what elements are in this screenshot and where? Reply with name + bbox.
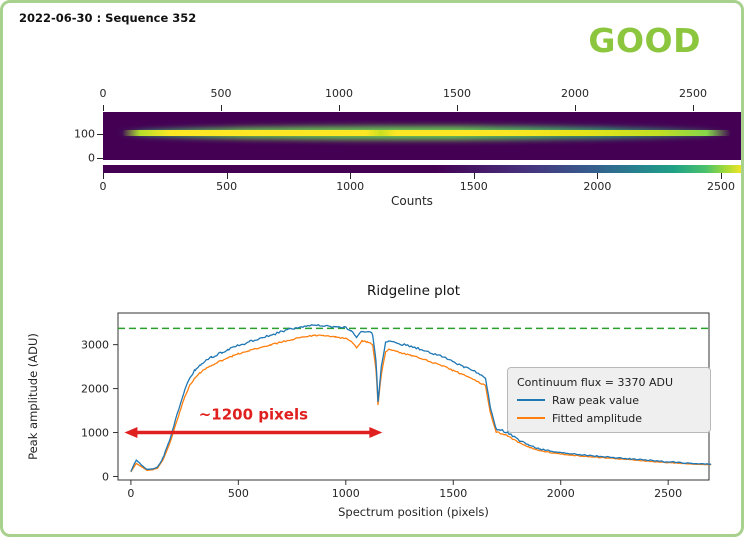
chart-ylabel: Peak amplitude (ADU) — [26, 333, 40, 460]
status-label: GOOD — [588, 21, 701, 60]
chart-title: Ridgeline plot — [367, 283, 460, 299]
bottom-axis-tick-label: 1000 — [336, 180, 365, 193]
spectrum-y-tick-label: 100 — [74, 127, 95, 141]
bottom-axis-tick-mark — [473, 173, 475, 179]
top-axis-tick-label: 1500 — [443, 87, 471, 100]
legend-line-swatch — [517, 417, 545, 419]
bottom-axis-tick-label: 2500 — [707, 180, 735, 193]
top-axis-tick-mark — [221, 105, 222, 111]
top-axis-tick-label: 2500 — [679, 87, 707, 100]
spectrum-colorbar-strip — [103, 165, 741, 173]
top-axis-tick-label: 1000 — [325, 87, 353, 100]
top-axis-tick-mark — [693, 105, 694, 111]
x-tick-label: 1000 — [332, 487, 360, 500]
top-axis-tick-mark — [457, 105, 458, 111]
y-tick-label: 1000 — [81, 427, 109, 440]
bottom-axis-tick-label: 500 — [216, 180, 238, 193]
bottom-axis-tick-mark — [350, 173, 352, 179]
top-axis-tick-mark — [339, 105, 340, 111]
y-tick-label: 0 — [102, 470, 109, 483]
y-tick-label: 2000 — [81, 383, 109, 396]
width-arrowhead-right — [369, 427, 383, 439]
x-tick-label: 1500 — [439, 487, 467, 500]
legend-line-swatch — [517, 399, 545, 401]
chart-legend: Continuum flux = 3370 ADU Raw peak value F… — [507, 367, 711, 433]
legend-item: Raw peak value — [517, 391, 701, 409]
spectrum-figure: Counts 0 500 1000 1500 2000 2500 0 500 1000 1500 2… — [3, 3, 741, 534]
legend-label: Raw peak value — [552, 393, 640, 407]
legend-label: Continuum flux = 3370 ADU — [517, 375, 674, 389]
series-line-fitted-amplitude — [130, 334, 712, 473]
legend-item: Fitted amplitude — [517, 409, 701, 427]
width-annotation-label: ~1200 pixels — [199, 406, 308, 424]
legend-item: Continuum flux = 3370 ADU — [517, 373, 701, 391]
sequence-title: 2022-06-30 : Sequence 352 — [19, 11, 197, 25]
spectrum-2d-image — [103, 112, 741, 160]
x-tick-label: 2500 — [654, 487, 682, 500]
top-axis-tick-mark — [575, 105, 576, 111]
top-axis-tick-mark — [103, 105, 104, 111]
spectrum-xlabel: Counts — [391, 194, 433, 208]
top-axis-tick-label: 500 — [210, 87, 232, 100]
bottom-axis-tick-mark — [103, 173, 104, 179]
x-tick-label: 0 — [127, 487, 134, 500]
spectrum-y-tick-mark — [97, 134, 103, 135]
bottom-axis-tick-mark — [597, 173, 599, 179]
bottom-axis-tick-label: 2000 — [583, 180, 612, 193]
width-arrowhead-left — [124, 427, 138, 439]
spectrum-y-tick-mark — [97, 158, 103, 159]
series-line-raw-peak — [130, 324, 712, 472]
spectrum-y-tick-label: 0 — [88, 151, 95, 165]
y-tick-label: 3000 — [81, 339, 109, 352]
bottom-axis-tick-mark — [721, 173, 722, 179]
top-axis-tick-label: 0 — [99, 87, 107, 100]
bottom-axis-tick-mark — [226, 173, 228, 179]
legend-label: Fitted amplitude — [552, 411, 643, 425]
ridgeline-chart: 0 1000 2000 3000 0 500 1000 1500 2000 2500 Ridgeli… — [26, 283, 712, 519]
bottom-axis-tick-label: 0 — [99, 180, 107, 193]
chart-xlabel: Spectrum position (pixels) — [338, 505, 489, 519]
x-tick-label: 2000 — [547, 487, 575, 500]
x-tick-label: 500 — [228, 487, 249, 500]
bottom-axis-tick-label: 1500 — [459, 180, 488, 193]
top-axis-tick-label: 2000 — [561, 87, 589, 100]
spectrum-trace — [122, 130, 732, 136]
